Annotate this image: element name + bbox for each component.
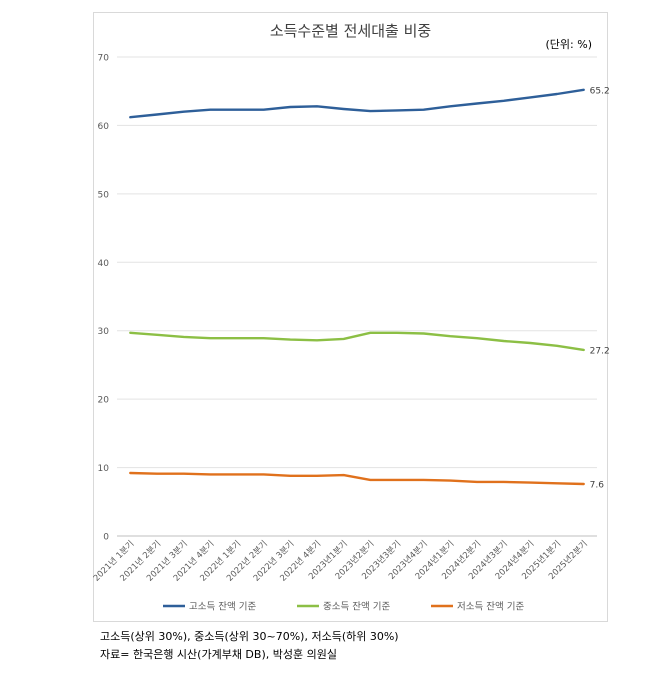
data-label: 65.2 — [590, 86, 610, 96]
data-label: 7.6 — [590, 480, 605, 490]
y-tick-label: 20 — [98, 396, 110, 406]
y-tick-label: 40 — [98, 259, 110, 269]
legend-label: 고소득 잔액 기준 — [189, 601, 256, 613]
y-tick-label: 30 — [98, 327, 110, 337]
legend-label: 중소득 잔액 기준 — [323, 601, 390, 613]
y-tick-label: 10 — [98, 464, 110, 474]
y-tick-label: 70 — [98, 54, 110, 64]
series-line — [129, 88, 585, 119]
y-tick-label: 0 — [103, 533, 109, 543]
chart-title: 소득수준별 전세대출 비중 — [269, 22, 432, 40]
y-tick-label: 60 — [98, 122, 110, 132]
legend-label: 저소득 잔액 기준 — [457, 601, 524, 613]
y-tick-label: 50 — [98, 190, 110, 200]
data-label: 27.2 — [590, 346, 610, 356]
series-line — [129, 471, 585, 486]
footnote-income-groups: 고소득(상위 30%), 중소득(상위 30~70%), 저소득(하위 30%) — [100, 630, 399, 643]
chart-frame — [93, 12, 608, 622]
series-line — [129, 331, 585, 352]
footnote-source: 자료= 한국은행 시산(가계부채 DB), 박성훈 의원실 — [100, 648, 337, 661]
unit-label: (단위: %) — [545, 38, 592, 51]
